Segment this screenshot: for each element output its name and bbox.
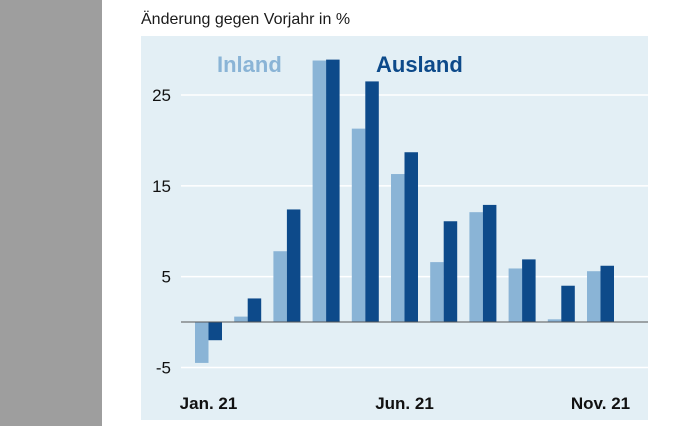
bar-inland-4 bbox=[312, 60, 327, 323]
bar-inland-7 bbox=[430, 262, 444, 323]
bar-inland-9 bbox=[508, 268, 523, 323]
y-tick-label: 5 bbox=[162, 268, 171, 287]
legend-inland: Inland bbox=[217, 52, 282, 77]
bar-ausland-3 bbox=[286, 209, 301, 323]
bar-ausland-10 bbox=[561, 285, 575, 323]
bar-ausland-9 bbox=[522, 259, 536, 323]
x-tick-label: Jun. 21 bbox=[375, 394, 434, 413]
bar-inland-10 bbox=[547, 319, 562, 323]
bar-ausland-6 bbox=[404, 152, 418, 323]
y-tick-label: 15 bbox=[152, 177, 171, 196]
bar-ausland-7 bbox=[443, 221, 458, 323]
bar-inland-6 bbox=[391, 174, 405, 323]
legend-ausland: Ausland bbox=[376, 52, 463, 77]
bar-inland-1 bbox=[195, 322, 209, 363]
bar-ausland-2 bbox=[247, 298, 262, 323]
plot-area: 25 15 5 -5 Jan. 21 Jun. 21 Nov. 21 Inland Ausla… bbox=[141, 36, 648, 420]
left-gray-panel bbox=[0, 0, 102, 426]
bar-ausland-5 bbox=[365, 81, 379, 323]
bar-inland-3 bbox=[273, 251, 287, 323]
bar-inland-5 bbox=[351, 128, 366, 323]
bar-ausland-4 bbox=[326, 59, 340, 323]
x-tick-label: Jan. 21 bbox=[180, 394, 238, 413]
y-tick-label: -5 bbox=[156, 358, 171, 377]
bar-inland-8 bbox=[469, 212, 483, 323]
bar-ausland-11 bbox=[600, 265, 614, 323]
bar-ausland-1 bbox=[208, 322, 222, 341]
bar-inland-2 bbox=[234, 316, 248, 323]
x-tick-label: Nov. 21 bbox=[571, 394, 630, 413]
chart-subtitle: Änderung gegen Vorjahr in % bbox=[141, 11, 351, 28]
bar-inland-11 bbox=[587, 271, 601, 323]
y-tick-label: 25 bbox=[152, 86, 171, 105]
chart-svg: 25 15 5 -5 Jan. 21 Jun. 21 Nov. 21 Inland Ausla… bbox=[152, 52, 648, 413]
bar-ausland-8 bbox=[482, 204, 497, 323]
